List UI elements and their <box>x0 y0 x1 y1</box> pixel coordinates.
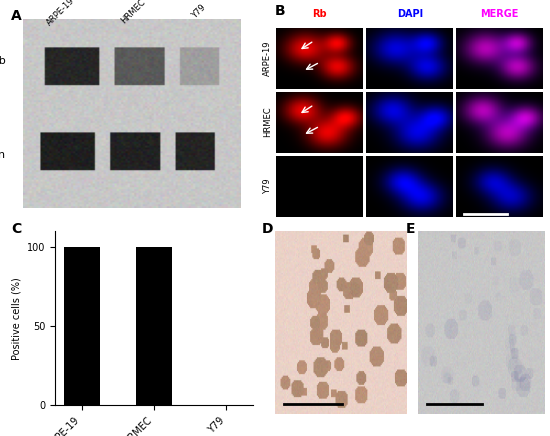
Text: Rb: Rb <box>312 9 327 19</box>
Text: A: A <box>11 9 22 23</box>
Text: D: D <box>262 222 273 236</box>
Text: Actin: Actin <box>0 150 6 160</box>
Bar <box>136 247 172 405</box>
Text: ARPE-19: ARPE-19 <box>45 0 77 27</box>
Text: ARPE-19: ARPE-19 <box>263 41 272 76</box>
Text: Y79: Y79 <box>263 178 272 194</box>
Text: DAPI: DAPI <box>397 9 423 19</box>
Text: Y79: Y79 <box>190 3 208 20</box>
Text: HRMEC: HRMEC <box>120 0 147 26</box>
Y-axis label: Positive cells (%): Positive cells (%) <box>12 277 21 360</box>
Text: B: B <box>275 4 285 18</box>
Text: C: C <box>12 222 21 236</box>
Text: MERGE: MERGE <box>480 9 519 19</box>
Bar <box>64 247 100 405</box>
Text: Rb: Rb <box>0 56 6 66</box>
Text: HRMEC: HRMEC <box>263 107 272 137</box>
Text: E: E <box>405 222 415 236</box>
